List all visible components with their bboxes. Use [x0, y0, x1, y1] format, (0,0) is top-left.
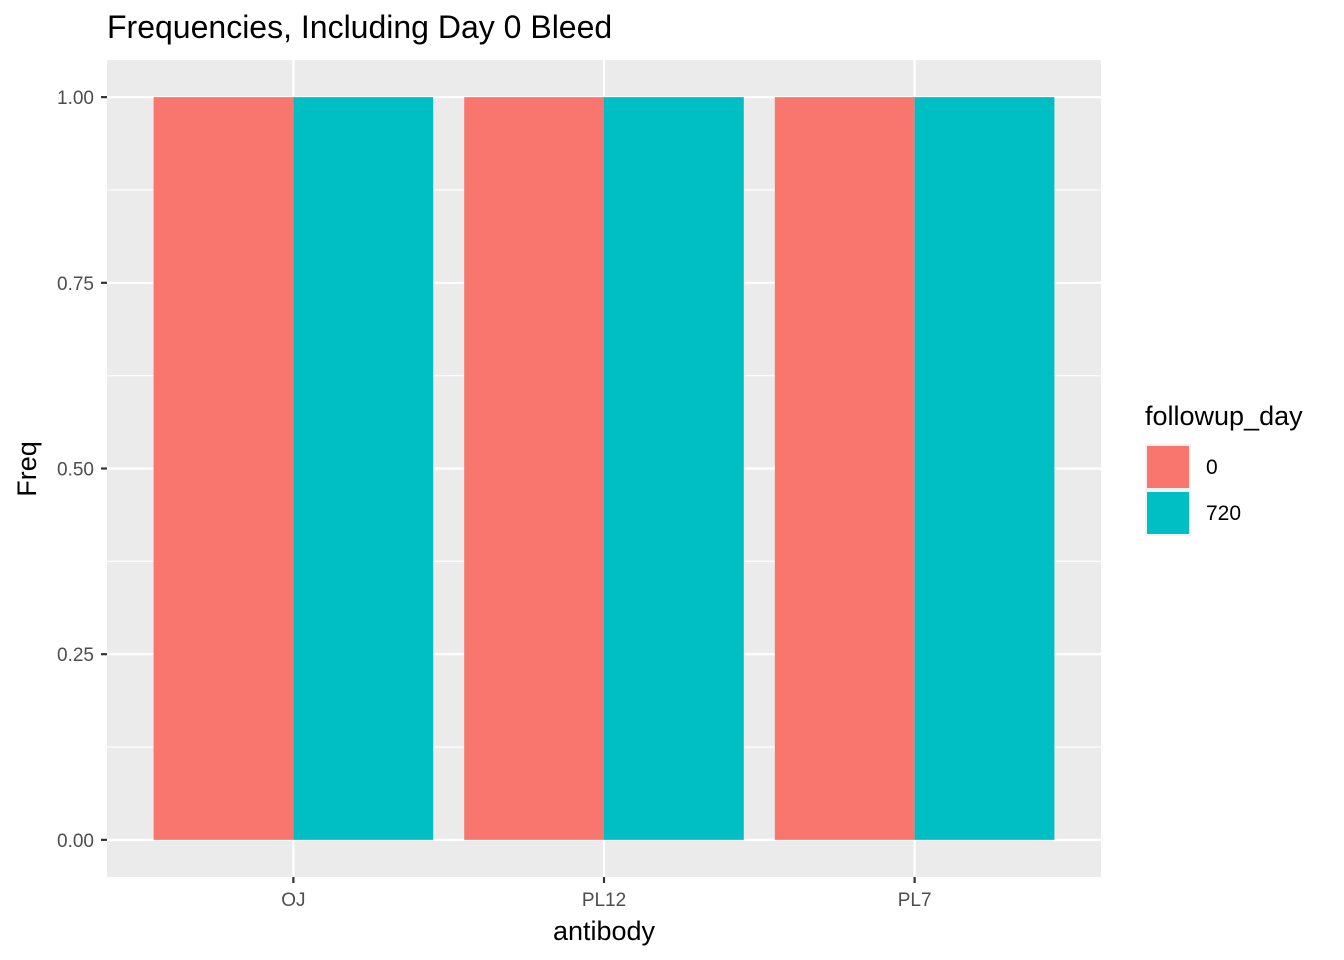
bar: [293, 97, 434, 840]
legend-swatch: [1147, 492, 1189, 534]
legend-label: 720: [1206, 502, 1241, 525]
bar: [774, 97, 915, 840]
legend-items: 0 720: [1145, 444, 1241, 536]
y-axis-title: Freq: [12, 441, 42, 497]
y-tick-label: 0.00: [57, 831, 94, 852]
x-tick-label: OJ: [281, 890, 305, 911]
y-tick-label: 0.75: [57, 274, 94, 295]
bar: [914, 97, 1055, 840]
legend-title: followup_day: [1145, 401, 1303, 431]
x-axis-title: antibody: [553, 916, 656, 946]
legend-swatch: [1147, 446, 1189, 488]
bar: [464, 97, 604, 840]
y-tick-label: 0.25: [57, 645, 94, 666]
y-tick-label: 1.00: [57, 88, 94, 109]
x-tick-label: PL12: [582, 890, 626, 911]
legend: followup_day 0 720: [1145, 401, 1303, 536]
chart-title: Frequencies, Including Day 0 Bleed: [107, 9, 612, 45]
axis-layer: 0.00 0.25 0.50 0.75 1.00 OJ PL12 PL7: [57, 88, 932, 911]
x-tick-label: PL7: [898, 890, 932, 911]
legend-label: 0: [1206, 456, 1218, 479]
bar: [604, 97, 744, 840]
y-tick-label: 0.50: [57, 460, 94, 481]
bars-layer: [153, 97, 1055, 840]
bar: [153, 97, 294, 840]
